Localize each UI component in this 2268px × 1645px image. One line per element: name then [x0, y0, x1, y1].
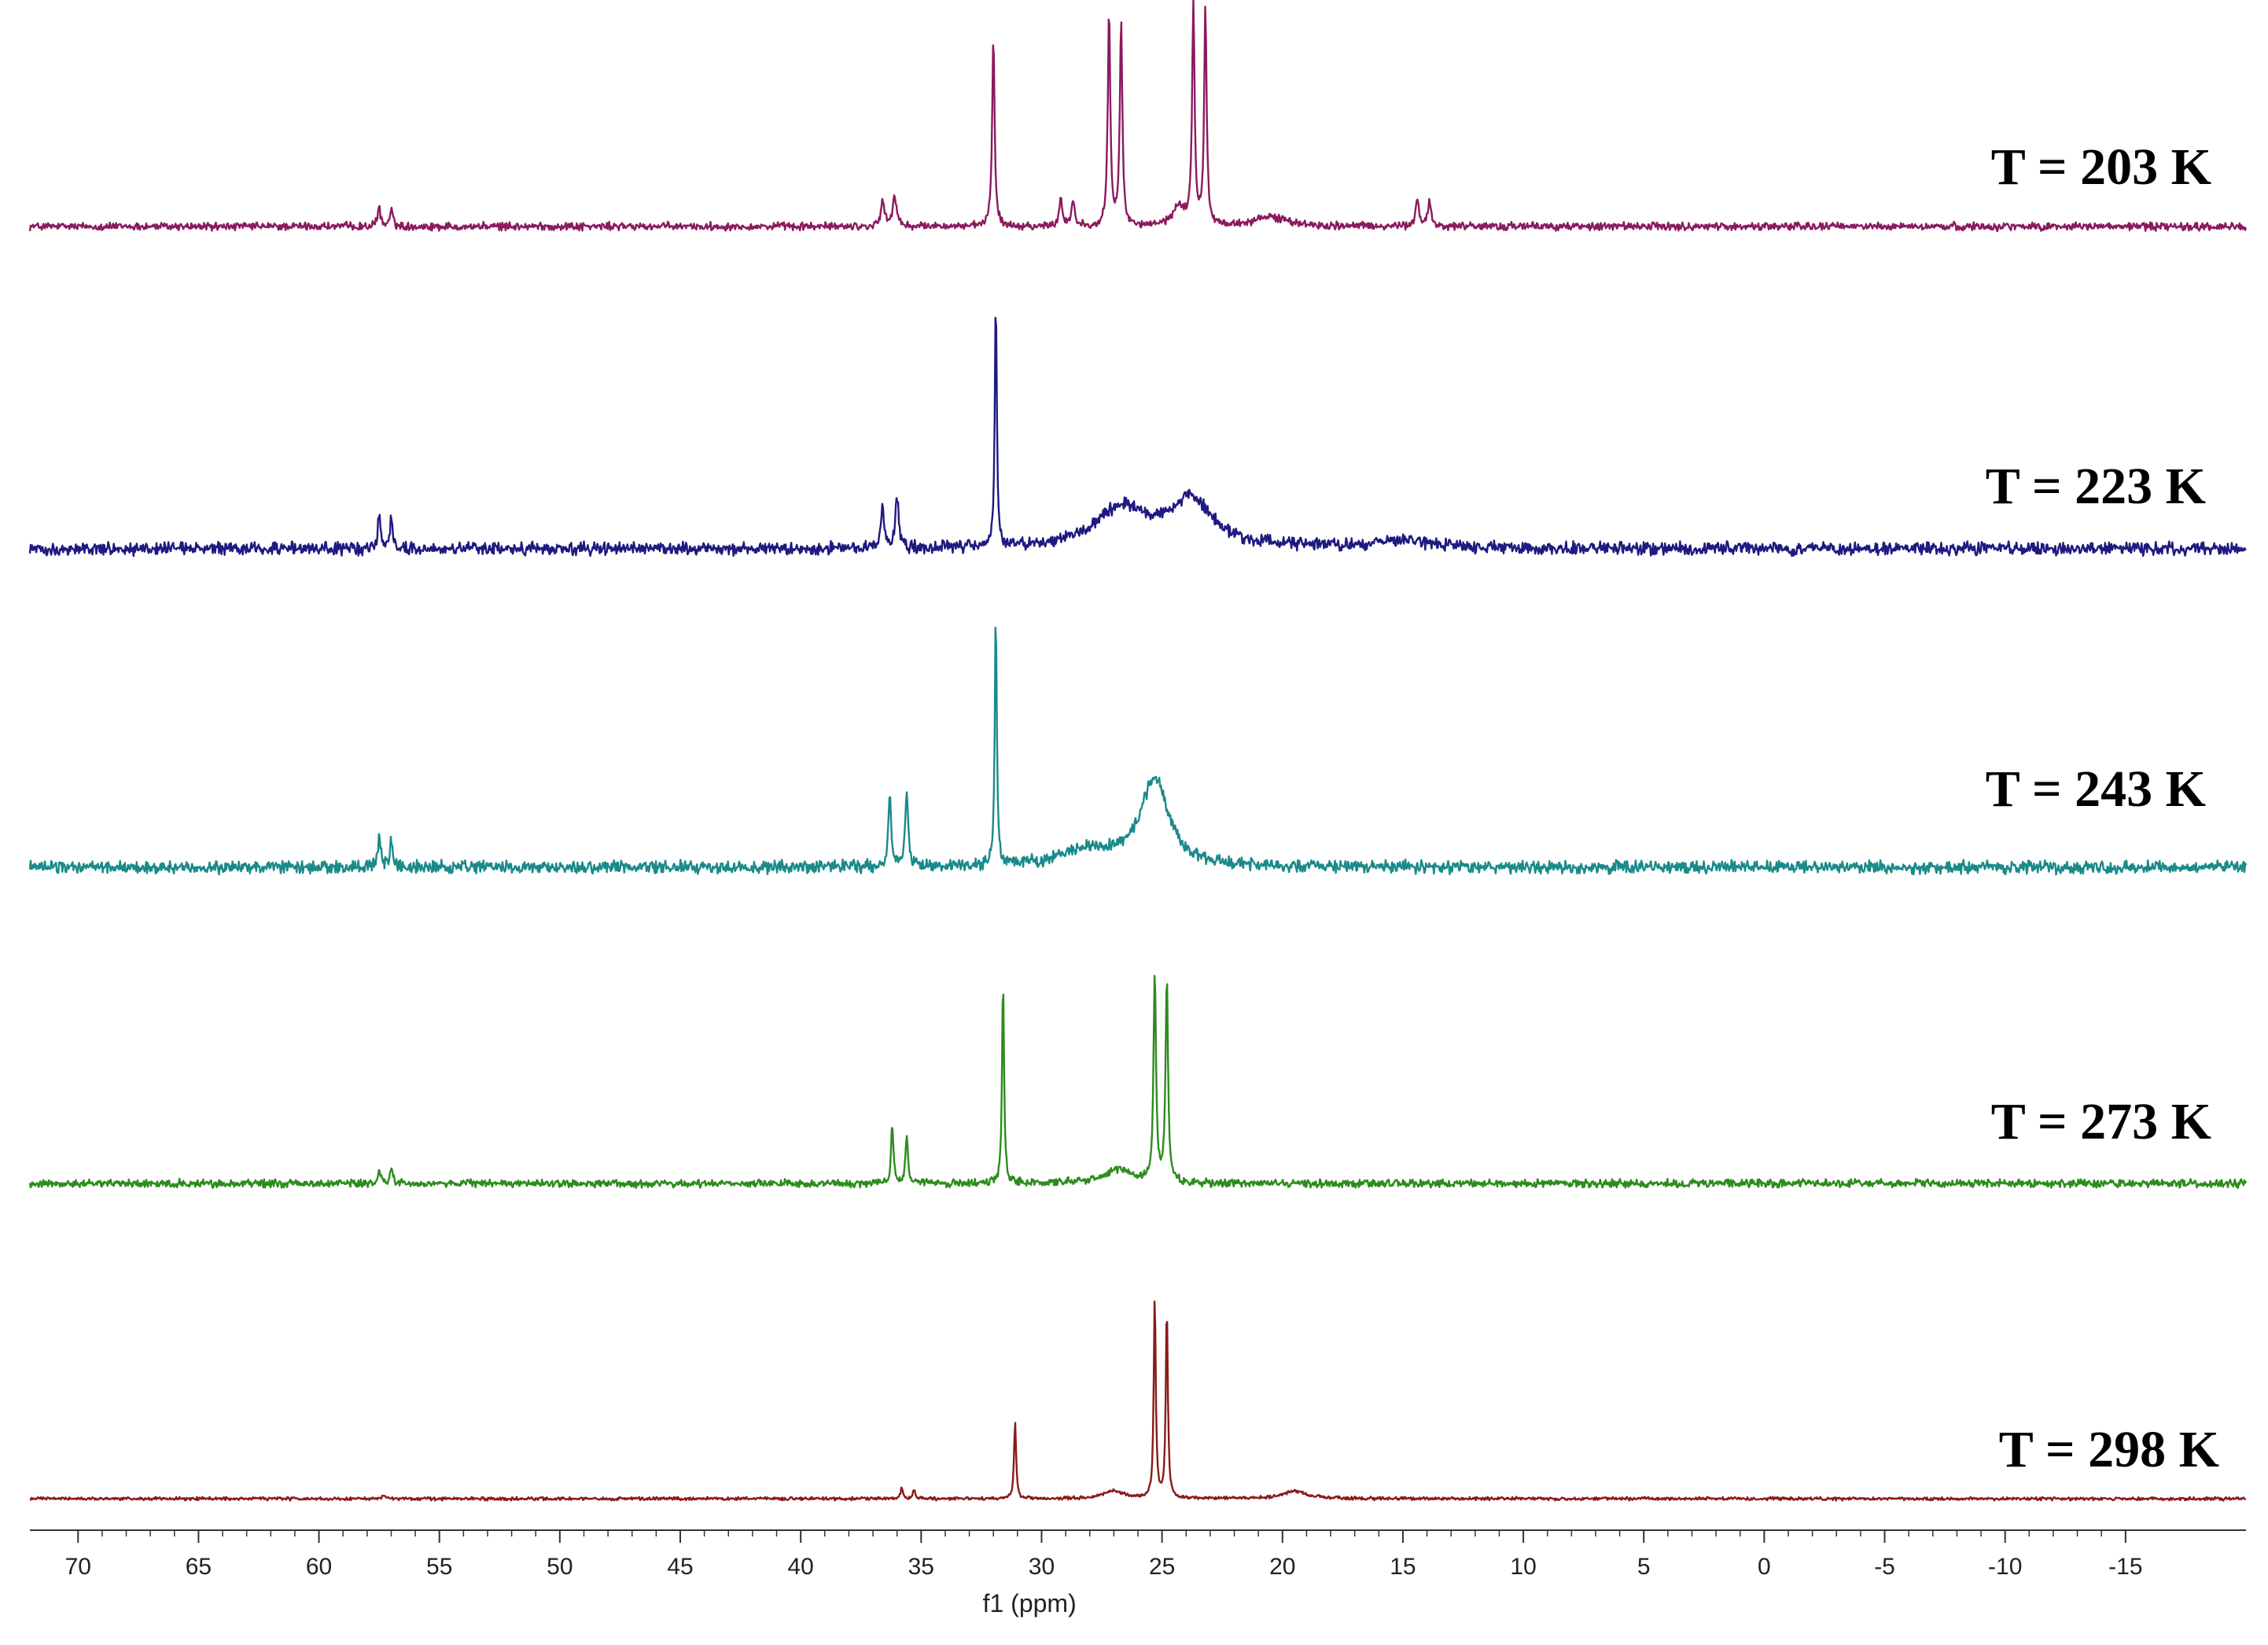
series-label-2: T = 223 K — [1986, 458, 2206, 515]
x-tick-label: 40 — [787, 1554, 813, 1580]
x-axis: 70 65 60 55 50 45 40 35 30 25 20 15 10 5 0 -5 -10 -15 f1 … — [30, 1529, 2246, 1617]
spectrum-trace-5 — [29, 1301, 2247, 1502]
series-label-1: T = 203 K — [1991, 138, 2211, 196]
x-tick-label: 50 — [547, 1554, 573, 1580]
x-axis-title: f1 (ppm) — [983, 1589, 1077, 1617]
series-label-5: T = 298 K — [1999, 1421, 2219, 1478]
spectrum-trace-3 — [28, 627, 2248, 876]
x-tick-label: 65 — [186, 1554, 212, 1580]
spectrum-trace-4 — [28, 974, 2248, 1189]
x-tick-label: 0 — [1758, 1554, 1771, 1580]
x-tick-label: -15 — [2108, 1554, 2142, 1580]
x-tick-label: 20 — [1269, 1554, 1295, 1580]
x-tick-label: -5 — [1874, 1554, 1895, 1580]
series-labels: T = 203 K T = 223 K T = 243 K T = 273 K T = … — [1986, 138, 2219, 1478]
series-label-3: T = 243 K — [1986, 760, 2206, 818]
x-tick-label: 70 — [65, 1554, 91, 1580]
x-axis-ticks: 70 65 60 55 50 45 40 35 30 25 20 15 10 5 0 -5 -10 -15 — [65, 1530, 2143, 1580]
x-tick-label: 5 — [1637, 1554, 1651, 1580]
x-tick-label: 15 — [1390, 1554, 1416, 1580]
series-label-4: T = 273 K — [1991, 1093, 2211, 1150]
x-tick-label: 55 — [426, 1554, 452, 1580]
spectrum-trace-2 — [28, 317, 2247, 558]
x-tick-label: 30 — [1029, 1554, 1055, 1580]
x-tick-label: 25 — [1149, 1554, 1175, 1580]
spectrum-trace-1 — [28, 0, 2248, 233]
x-tick-label: 10 — [1510, 1554, 1536, 1580]
x-tick-label: 45 — [667, 1554, 693, 1580]
x-tick-label: 60 — [306, 1554, 332, 1580]
x-tick-label: -10 — [1988, 1554, 2022, 1580]
x-tick-label: 35 — [908, 1554, 934, 1580]
spectra-traces — [28, 0, 2248, 1502]
